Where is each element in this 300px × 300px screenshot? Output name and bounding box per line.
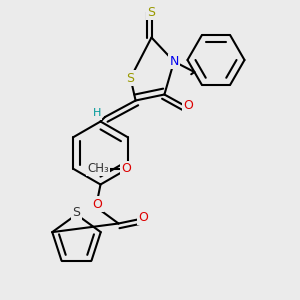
- Text: S: S: [148, 5, 155, 19]
- Text: O: O: [121, 162, 131, 175]
- Text: CH₃: CH₃: [87, 162, 109, 175]
- Text: H: H: [92, 108, 101, 118]
- Text: O: O: [93, 197, 102, 211]
- Text: S: S: [127, 71, 134, 85]
- Text: N: N: [169, 55, 179, 68]
- Text: S: S: [73, 206, 80, 220]
- Text: O: O: [183, 99, 193, 112]
- Text: O: O: [138, 211, 148, 224]
